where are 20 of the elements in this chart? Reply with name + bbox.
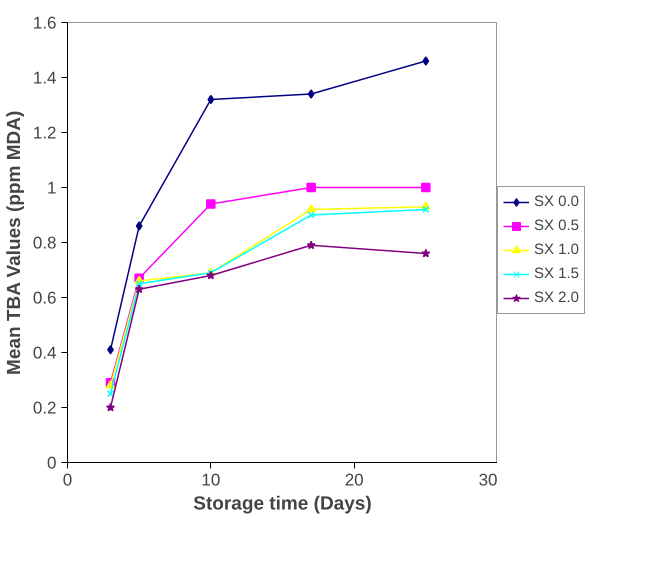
x-tick-label: 30 xyxy=(478,470,498,490)
y-tick-label: 0.6 xyxy=(32,288,57,308)
legend-label: SX 1.5 xyxy=(534,265,580,282)
legend-label: SX 2.0 xyxy=(534,289,580,306)
y-axis-title: Mean TBA Values (ppm MDA) xyxy=(4,110,25,375)
x-tick-label: 10 xyxy=(201,470,220,490)
legend-label: SX 1.0 xyxy=(534,241,580,258)
y-tick-label: 1.2 xyxy=(32,124,57,142)
legend-label: SX 0.5 xyxy=(534,217,580,234)
x-tick-label: 0 xyxy=(62,470,72,490)
y-tick-label: 1.6 xyxy=(32,14,57,32)
y-tick-label: 0.2 xyxy=(32,398,57,418)
legend-label: SX 0.0 xyxy=(534,193,580,210)
y-tick-label: 0 xyxy=(47,454,57,472)
x-tick-label: 20 xyxy=(344,470,364,490)
y-tick-label: 1.4 xyxy=(32,68,57,88)
x-axis-title: Storage time (Days) xyxy=(193,494,372,514)
y-tick-label: 0.8 xyxy=(32,234,57,252)
y-tick-label: 1 xyxy=(47,178,57,198)
y-tick-label: 0.4 xyxy=(32,344,57,362)
